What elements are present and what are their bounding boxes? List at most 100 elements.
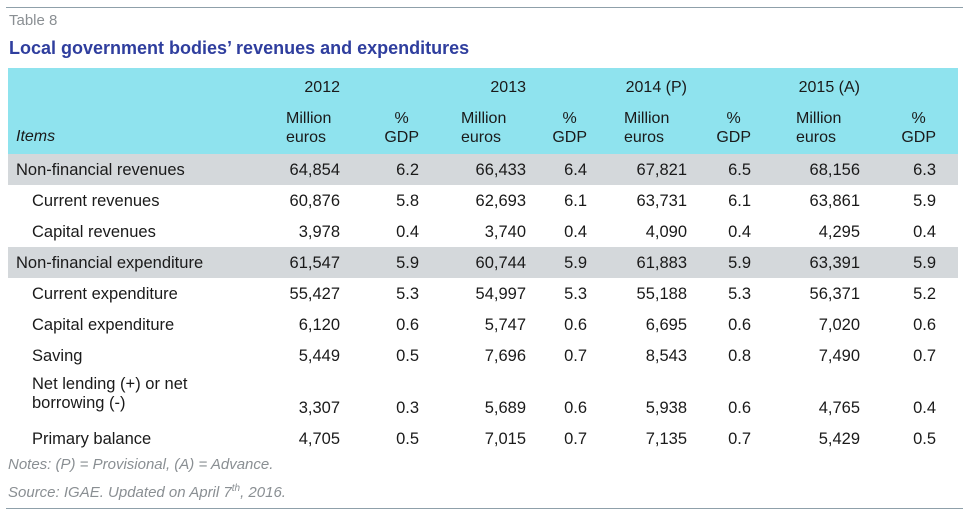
cell-percent-gdp: 5.9 <box>564 254 587 272</box>
cell-percent-gdp: 5.3 <box>564 285 587 303</box>
cell-percent-gdp: 6.1 <box>728 192 751 210</box>
cell-million-euros: 56,371 <box>809 285 860 303</box>
cell-million-euros: 5,938 <box>645 399 687 417</box>
cell-million-euros: 7,696 <box>484 347 526 365</box>
unit-line: GDP <box>716 129 751 146</box>
unit-line: GDP <box>552 129 587 146</box>
cell-million-euros: 66,433 <box>475 161 526 179</box>
cell-million-euros: 54,997 <box>475 285 526 303</box>
unit-header-million: Million euros <box>624 109 669 147</box>
table-row: Current revenues 60,876 5.8 62,693 6.1 63,731… <box>8 185 958 216</box>
cell-million-euros: 62,693 <box>475 192 526 210</box>
table-row: Capital revenues 3,978 0.4 3,740 0.4 4,090 0.4… <box>8 216 958 247</box>
unit-header-million: Million euros <box>286 109 331 147</box>
table-row: Non-financial revenues 64,854 6.2 66,433 6.4… <box>8 154 958 185</box>
cell-million-euros: 64,854 <box>289 161 340 179</box>
cell-percent-gdp: 0.4 <box>396 223 419 241</box>
table-body: Non-financial revenues 64,854 6.2 66,433 6.4… <box>8 154 958 454</box>
cell-percent-gdp: 0.5 <box>396 430 419 448</box>
data-table: 2012 2013 2014 (P) 2015 (A) Million euros… <box>8 68 958 454</box>
cell-percent-gdp: 5.9 <box>913 254 936 272</box>
cell-percent-gdp: 0.7 <box>913 347 936 365</box>
cell-percent-gdp: 0.5 <box>913 430 936 448</box>
cell-million-euros: 55,427 <box>289 285 340 303</box>
cell-percent-gdp: 0.4 <box>913 399 936 417</box>
cell-percent-gdp: 0.4 <box>564 223 587 241</box>
cell-million-euros: 5,449 <box>298 347 340 365</box>
table-number: Table 8 <box>9 12 58 29</box>
unit-line: % <box>394 110 409 127</box>
table-row: Current expenditure 55,427 5.3 54,997 5.3 55,… <box>8 278 958 309</box>
cell-million-euros: 6,120 <box>298 316 340 334</box>
cell-percent-gdp: 0.6 <box>913 316 936 334</box>
row-label: Capital expenditure <box>32 316 175 334</box>
cell-million-euros: 63,731 <box>636 192 687 210</box>
year-header-2012: 2012 <box>304 79 340 96</box>
cell-million-euros: 7,490 <box>818 347 860 365</box>
cell-million-euros: 4,295 <box>818 223 860 241</box>
year-header-2015: 2015 (A) <box>798 79 860 96</box>
table-row: Non-financial expenditure 61,547 5.9 60,744… <box>8 247 958 278</box>
cell-million-euros: 7,135 <box>645 430 687 448</box>
cell-percent-gdp: 0.8 <box>728 347 751 365</box>
source-line: Source: IGAE. Updated on April 7th, 2016… <box>8 483 286 501</box>
cell-percent-gdp: 0.6 <box>564 316 587 334</box>
cell-percent-gdp: 0.6 <box>396 316 419 334</box>
unit-line: Million <box>461 110 507 127</box>
cell-million-euros: 55,188 <box>636 285 687 303</box>
bottom-rule <box>6 508 963 509</box>
unit-line: euros <box>624 129 665 146</box>
unit-line: euros <box>461 129 502 146</box>
cell-percent-gdp: 5.9 <box>396 254 419 272</box>
cell-percent-gdp: 5.9 <box>913 192 936 210</box>
row-label: Current expenditure <box>32 285 178 303</box>
cell-million-euros: 8,543 <box>645 347 687 365</box>
cell-million-euros: 4,765 <box>818 399 860 417</box>
cell-percent-gdp: 0.7 <box>728 430 751 448</box>
cell-million-euros: 67,821 <box>636 161 687 179</box>
row-label: Current revenues <box>32 192 160 210</box>
cell-percent-gdp: 0.6 <box>728 316 751 334</box>
cell-percent-gdp: 0.4 <box>913 223 936 241</box>
year-header-2014: 2014 (P) <box>625 79 687 96</box>
unit-line: euros <box>796 129 837 146</box>
cell-million-euros: 5,429 <box>818 430 860 448</box>
table-row: Primary balance 4,705 0.5 7,015 0.7 7,135 0.7 5… <box>8 423 958 454</box>
cell-million-euros: 61,547 <box>289 254 340 272</box>
cell-percent-gdp: 0.6 <box>728 399 751 417</box>
cell-percent-gdp: 5.3 <box>396 285 419 303</box>
row-label: Non-financial revenues <box>16 161 185 179</box>
cell-percent-gdp: 6.5 <box>728 161 751 179</box>
table-header: 2012 2013 2014 (P) 2015 (A) Million euros… <box>8 68 958 154</box>
cell-million-euros: 63,391 <box>809 254 860 272</box>
unit-header-gdp: % GDP <box>716 109 751 147</box>
unit-header-million: Million euros <box>461 109 506 147</box>
cell-percent-gdp: 5.8 <box>396 192 419 210</box>
cell-percent-gdp: 6.3 <box>913 161 936 179</box>
row-label: Capital revenues <box>32 223 156 241</box>
unit-header-gdp: % GDP <box>901 109 936 147</box>
cell-percent-gdp: 0.4 <box>728 223 751 241</box>
row-label: Saving <box>32 347 83 365</box>
cell-million-euros: 3,740 <box>484 223 526 241</box>
cell-percent-gdp: 0.3 <box>396 399 419 417</box>
cell-million-euros: 60,744 <box>475 254 526 272</box>
cell-percent-gdp: 6.4 <box>564 161 587 179</box>
cell-percent-gdp: 5.9 <box>728 254 751 272</box>
cell-percent-gdp: 5.3 <box>728 285 751 303</box>
unit-header-million: Million euros <box>796 109 841 147</box>
cell-million-euros: 7,020 <box>818 316 860 334</box>
source-superscript: th <box>231 483 241 494</box>
source-text-end: , 2016. <box>240 484 286 501</box>
cell-percent-gdp: 0.6 <box>564 399 587 417</box>
unit-line: GDP <box>384 129 419 146</box>
unit-line: Million <box>796 110 842 127</box>
cell-million-euros: 5,747 <box>484 316 526 334</box>
cell-million-euros: 63,861 <box>809 192 860 210</box>
source-text: Source: IGAE. Updated on April 7 <box>8 484 232 501</box>
items-column-header: Items <box>16 128 56 145</box>
cell-million-euros: 6,695 <box>645 316 687 334</box>
cell-percent-gdp: 0.5 <box>396 347 419 365</box>
cell-million-euros: 5,689 <box>484 399 526 417</box>
table-row: Capital expenditure 6,120 0.6 5,747 0.6 6,695… <box>8 309 958 340</box>
